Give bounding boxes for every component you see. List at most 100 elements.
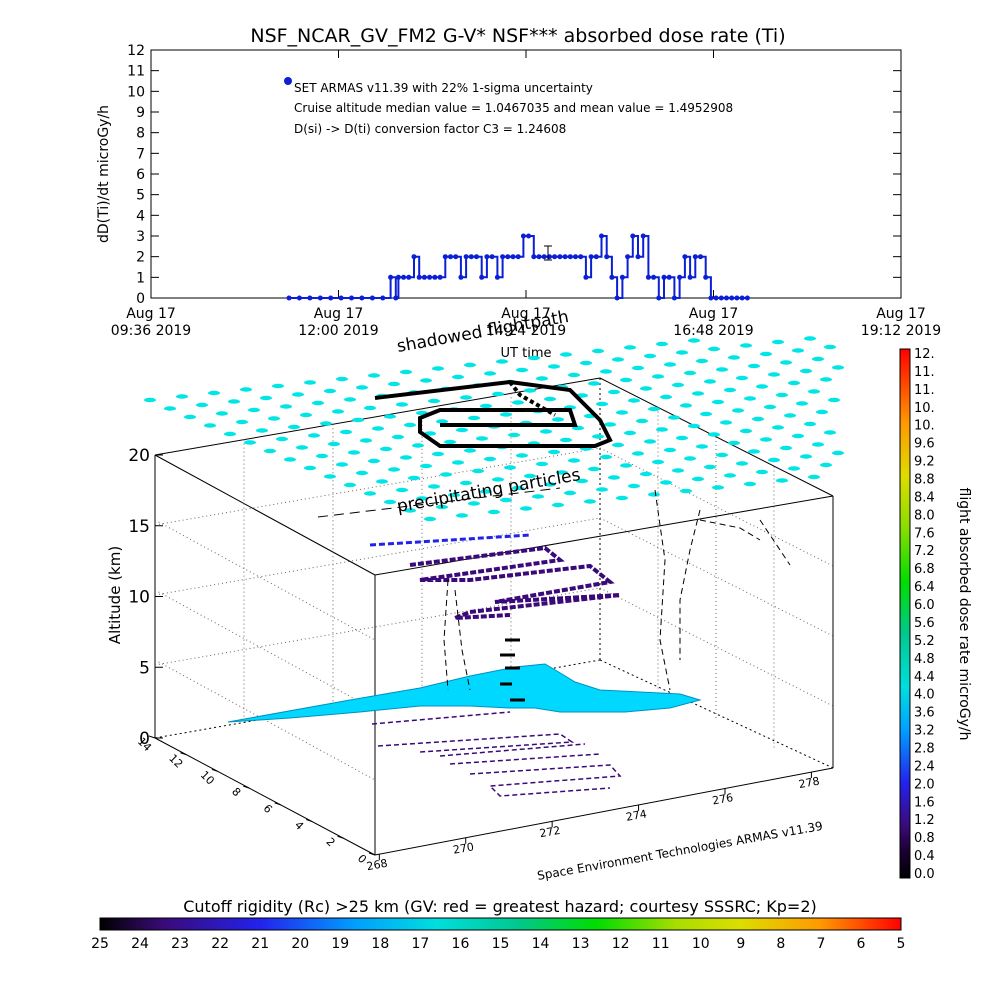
shadow-cell (224, 431, 236, 437)
longitude-tick-label: 274 (625, 807, 648, 823)
dose-rate-point (677, 274, 683, 280)
shadow-cell (164, 406, 176, 411)
altitude-tick-label: 0 (139, 729, 150, 749)
dose-colorbar-tick-label: 11. (914, 365, 935, 380)
shadow-cell (400, 455, 412, 460)
shadow-cell (388, 467, 400, 472)
dose-rate-point (734, 295, 740, 301)
shadow-cell (436, 419, 448, 424)
dose-rate-point (520, 233, 526, 239)
annotation-conversion: D(si) -> D(ti) conversion factor C3 = 1.… (294, 122, 566, 136)
shadow-cell (480, 403, 492, 409)
legend-label: SET ARMAS v11.39 with 22% 1-sigma uncert… (294, 81, 593, 95)
dose-rate-point (453, 254, 459, 260)
top-x-tick-label-date: Aug 17 (126, 306, 176, 322)
shadow-cell (264, 448, 276, 454)
shadow-cell (792, 348, 804, 353)
rigidity-colorbar-tick-label: 17 (411, 936, 429, 952)
shadow-cell (500, 412, 512, 417)
shadow-cell (568, 372, 580, 378)
shadow-cell (624, 345, 636, 350)
top-y-tick-label: 4 (136, 208, 145, 224)
latitude-tick (274, 802, 281, 806)
shadow-cell (760, 351, 772, 357)
dose-colorbar-tick-label: 8.8 (914, 473, 935, 488)
rigidity-colorbar-tick-label: 6 (856, 936, 865, 952)
rigidity-colorbar-tick-label: 8 (776, 936, 785, 952)
shadow-cell (412, 443, 424, 448)
shadow-cell (544, 396, 556, 402)
shadow-cell (792, 433, 804, 439)
dose-rate-point (437, 274, 443, 280)
longitude-tick-label: 272 (538, 824, 561, 840)
dose-rate-point (468, 254, 474, 260)
shadow-cell (704, 379, 716, 384)
dose-rate-point (380, 295, 386, 301)
shadow-cell (336, 376, 348, 382)
dose-rate-point (640, 233, 646, 239)
shadow-cell (520, 506, 532, 511)
shadow-cell (292, 392, 304, 397)
shadow-cell (748, 449, 760, 454)
shadow-cell (556, 470, 568, 475)
top-y-tick-label: 7 (136, 146, 145, 162)
shadow-cell (612, 357, 624, 362)
shadow-cell (600, 454, 612, 460)
shadow-cell (788, 466, 800, 471)
shadow-cell (656, 341, 668, 347)
shadow-cell (592, 348, 604, 354)
shadow-cell (384, 414, 396, 419)
latitude-tick-label: 14 (135, 735, 154, 754)
shadow-cell (728, 355, 740, 360)
dose-rate-point (489, 254, 495, 260)
shadow-cell (552, 417, 564, 422)
grid-line (154, 659, 376, 781)
shadow-cell (728, 440, 740, 446)
shadow-cell (348, 450, 360, 455)
shadow-cell (664, 362, 676, 367)
shadow-cell (668, 415, 680, 420)
shadow-cell (580, 360, 592, 366)
shadow-cell (344, 482, 356, 488)
shadow-cell (420, 463, 432, 469)
shadow-cell (464, 362, 476, 368)
dose-rate-point (296, 295, 302, 301)
shadow-cell (268, 416, 280, 421)
shadow-cell (692, 476, 704, 482)
shadow-cell (616, 495, 628, 501)
shadow-cell (712, 399, 724, 405)
rigidity-colorbar-ramp (99, 917, 902, 931)
shadow-cell (236, 419, 248, 425)
shadow-cell (384, 499, 396, 505)
shadow-cell (424, 516, 436, 522)
shadow-cell (616, 410, 628, 415)
shadow-cell (676, 435, 688, 441)
rigidity-colorbar-tick-label: 20 (291, 936, 309, 952)
shadow-cell (544, 482, 556, 487)
shadow-cell (772, 425, 784, 430)
dose-rate-point (573, 254, 578, 260)
shadow-cell (296, 445, 308, 450)
shadow-cell (288, 424, 300, 430)
shadow-cell (660, 394, 672, 400)
shadow-cell (468, 501, 480, 506)
dose-colorbar-tick-label: 9.6 (914, 437, 935, 452)
dose-rate-point (395, 274, 401, 280)
latitude-tick-label: 4 (292, 819, 306, 833)
shadow-cell (368, 373, 380, 378)
dose-colorbar-tick-label: 8.0 (914, 508, 935, 523)
shadow-cell (340, 429, 352, 435)
shadow-cell (536, 376, 548, 381)
shadow-cell (712, 485, 724, 490)
shadow-cell (284, 457, 296, 462)
shadow-cell (552, 502, 564, 508)
dose-rate-point (541, 254, 547, 260)
dose-colorbar-tick-label: 10. (914, 419, 935, 434)
shadow-cell (392, 434, 404, 440)
shadow-cell (812, 442, 824, 447)
shadow-cell (216, 411, 228, 416)
shadow-cell (664, 447, 676, 453)
shadow-cell (708, 432, 720, 437)
shadow-cell (804, 336, 816, 341)
